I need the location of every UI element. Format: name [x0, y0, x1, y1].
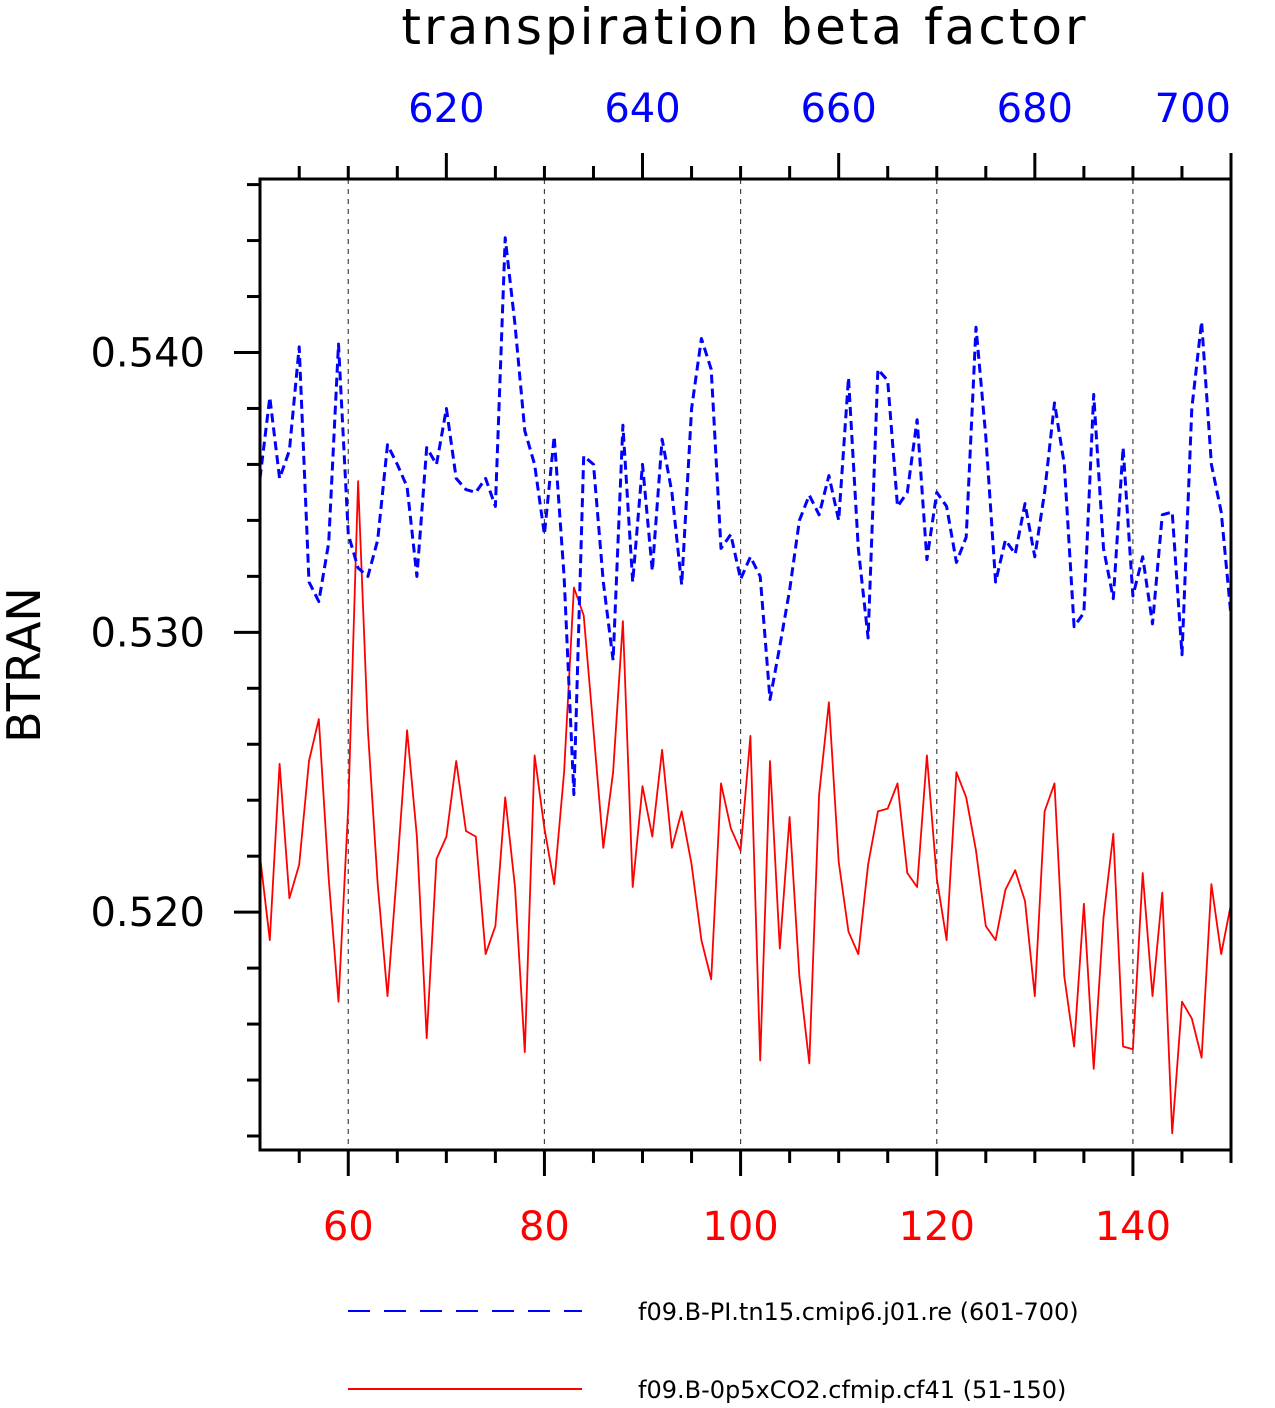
- top-tick-label-660: 660: [800, 86, 876, 132]
- series-lines: [258, 236, 1233, 1135]
- tick-labels: 60 80 100 120 140 620 640 660 680 700 0.520 0.530 0.…: [90, 86, 1231, 1250]
- vertical-gridlines: [347, 179, 1134, 1150]
- legend-label-co2: f09.B-0p5xCO2.cfmip.cf41 (51-150): [638, 1376, 1066, 1404]
- top-tick-label-700: 700: [1155, 86, 1231, 132]
- bottom-tick-label-100: 100: [702, 1204, 778, 1250]
- bottom-tick-label-140: 140: [1095, 1204, 1171, 1250]
- bottom-tick-label-120: 120: [899, 1204, 975, 1250]
- y-tick-label-0.530: 0.530: [90, 610, 205, 656]
- y-axis-label: BTRAN: [0, 587, 51, 743]
- bottom-tick-label-80: 80: [519, 1204, 570, 1250]
- y-tick-label-0.540: 0.540: [90, 330, 205, 376]
- series-line-co2: [259, 480, 1232, 1135]
- legend: f09.B-PI.tn15.cmip6.j01.re (601-700) f09…: [348, 1298, 1079, 1404]
- legend-label-pi-control: f09.B-PI.tn15.cmip6.j01.re (601-700): [638, 1298, 1079, 1326]
- axis-ticks: [234, 153, 1233, 1176]
- top-tick-label-620: 620: [408, 86, 484, 132]
- top-tick-label-680: 680: [997, 86, 1073, 132]
- plot-frame: [258, 177, 1233, 1152]
- y-tick-label-0.520: 0.520: [90, 890, 205, 936]
- bottom-tick-label-60: 60: [323, 1204, 374, 1250]
- top-tick-label-640: 640: [604, 86, 680, 132]
- chart-title: transpiration beta factor: [401, 0, 1088, 56]
- series-line-pi-control: [258, 236, 1233, 797]
